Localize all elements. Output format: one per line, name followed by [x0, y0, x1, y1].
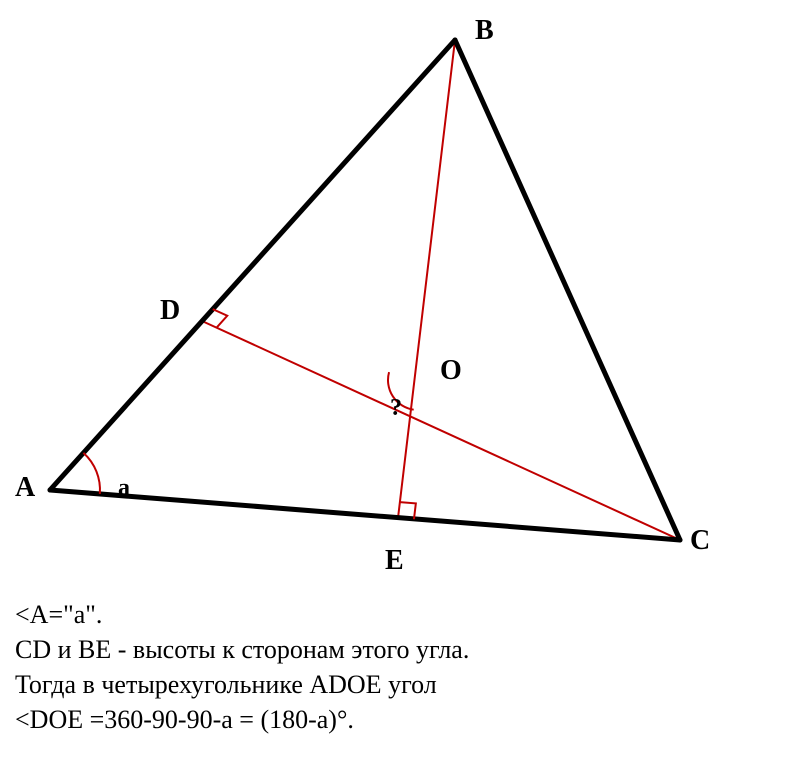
caption-line-4: <DOE =360-90-90-a = (180-a)°. — [15, 705, 354, 735]
caption-line-1: <A="a". — [15, 600, 102, 630]
label-E: E — [385, 545, 404, 577]
label-B: B — [475, 15, 494, 47]
label-C: C — [690, 525, 710, 557]
label-O: O — [440, 355, 462, 387]
caption-line-2: CD и BE - высоты к сторонам этого угла. — [15, 635, 469, 665]
diagram-canvas: A B C D E O a ? <A="a". CD и BE - высоты… — [0, 0, 804, 768]
label-A: A — [15, 472, 35, 504]
angle-a-label: a — [118, 475, 130, 502]
angle-question-label: ? — [390, 395, 402, 422]
label-D: D — [160, 295, 180, 327]
caption-line-3: Тогда в четырехугольнике ADOE угол — [15, 670, 437, 700]
